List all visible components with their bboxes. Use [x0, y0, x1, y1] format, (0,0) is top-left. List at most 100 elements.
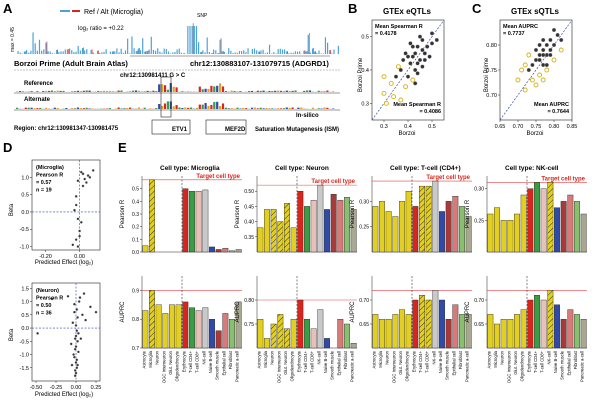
- logo-letter: [207, 88, 210, 92]
- logo-letter: [253, 107, 256, 109]
- panel-e-bars: Cell type: Microglia 0.0 0.1 0.2 0.3 0.4 0.5 Pe…: [120, 165, 587, 383]
- logo-letter: [285, 107, 288, 109]
- y-axis-label: Pearson R: [235, 199, 241, 228]
- bar: [229, 250, 235, 253]
- bar: [527, 299, 534, 349]
- scatter-point: [81, 184, 85, 188]
- x-tick-label: 0.80: [549, 124, 560, 130]
- bar: [379, 201, 385, 253]
- y-tick-label: 0.3: [361, 101, 369, 107]
- category-label: Erythrocyte: [181, 350, 186, 372]
- bar: [432, 180, 439, 253]
- bar: [270, 323, 277, 349]
- bar: [425, 299, 432, 349]
- category-label: NK-cell: [431, 351, 436, 365]
- scatter-point: [408, 41, 413, 46]
- scatter-point: [76, 331, 80, 335]
- y-tick-label: 0.30: [359, 199, 369, 205]
- bar: [337, 319, 344, 349]
- category-label: Epithelial cell: [451, 351, 456, 376]
- motif-etv1: ETV1: [172, 127, 188, 133]
- category-label: Epithelial cell: [336, 351, 341, 376]
- snp-label: SNP: [197, 13, 208, 19]
- logo-letter: [129, 91, 132, 92]
- cell-type-title: Cell type: Neuron: [275, 165, 329, 172]
- logo-letter: [74, 91, 77, 92]
- scatter-point-highlight: [558, 47, 564, 53]
- category-label: Oligodendrocyte: [175, 350, 180, 381]
- bar: [405, 190, 412, 253]
- scatter-point: [71, 321, 75, 325]
- category-label: Glut. Neuron: [398, 350, 403, 374]
- scatter-point: [86, 174, 90, 178]
- scatter-point-highlight: [540, 77, 546, 83]
- logo-letter: [181, 91, 184, 92]
- y-axis-label: Pearson R: [465, 199, 471, 228]
- logo-letter: [271, 108, 274, 109]
- logo-letter: [24, 107, 27, 109]
- scatter-point: [82, 292, 86, 296]
- scatter-point: [84, 318, 88, 322]
- category-label: T-cell CD8+: [310, 350, 315, 373]
- scatter-point: [526, 67, 531, 73]
- stat-top: Mean AUPRC: [503, 24, 538, 30]
- legend-line: (Neuron): [36, 288, 59, 294]
- category-label: Oligodendrocyte: [290, 350, 295, 381]
- category-label: Naive B-cell: [208, 351, 213, 373]
- scatter-point: [398, 67, 403, 73]
- category-label: Erythrocyte: [526, 350, 531, 372]
- category-label: Astrocyte: [371, 350, 376, 368]
- logo-letter: [213, 102, 216, 109]
- scatter-point: [422, 57, 427, 63]
- bar: [520, 309, 527, 349]
- bar: [419, 295, 425, 349]
- logo-letter: [143, 107, 146, 109]
- x-tick-label: 0.65: [495, 124, 506, 130]
- category-label: Naive B-cell: [323, 351, 328, 373]
- category-label: Pancreatic a-cell: [580, 351, 585, 382]
- category-label: NK-cell: [546, 351, 551, 365]
- panel-label-c: C: [472, 1, 482, 16]
- logo-letter: [262, 90, 265, 92]
- scatter-point: [533, 47, 539, 53]
- bar: [277, 221, 284, 253]
- bar: [425, 185, 432, 253]
- scatter-point: [88, 175, 92, 179]
- bar: [405, 314, 412, 349]
- bar: [385, 319, 392, 349]
- scatter-point: [75, 366, 79, 370]
- y-tick-label: 0.75: [486, 68, 497, 74]
- bar: [432, 290, 439, 349]
- scatter-point: [74, 194, 78, 198]
- bar: [257, 319, 264, 349]
- bar: [330, 194, 337, 253]
- category-label: Epithelial cell: [566, 351, 571, 376]
- category-label: OGC Interneuron: [161, 350, 166, 383]
- bar: [209, 319, 215, 349]
- coverage-track: [17, 23, 339, 54]
- scatter-point: [537, 52, 542, 58]
- bar: [379, 319, 385, 349]
- scatter-point: [73, 337, 77, 341]
- category-label: Pancreatic a-cell: [350, 351, 355, 382]
- logo-letter: [108, 108, 111, 109]
- x-tick-label: -0.20: [39, 254, 52, 260]
- scatter-point: [537, 57, 542, 63]
- logo-letter: [30, 91, 33, 92]
- y-tick-label: 0.0: [132, 250, 139, 256]
- logo-letter: [271, 91, 274, 92]
- logo-letter: [317, 108, 320, 109]
- bar: [534, 295, 540, 349]
- scatter-point: [427, 54, 432, 59]
- category-label: Smooth muscle: [560, 350, 565, 380]
- bar: [310, 200, 317, 253]
- logo-letter: [172, 106, 175, 109]
- scatter-point: [71, 243, 75, 247]
- bar: [304, 319, 310, 349]
- bar: [229, 319, 235, 349]
- logo-letter: [129, 107, 132, 109]
- panel-d-neuron: Predicted Effect (log₂) Beta -0.50 -0.25 0…: [9, 282, 101, 398]
- logo-letter: [132, 90, 135, 92]
- bar: [142, 310, 149, 349]
- category-label: T-cell CD4+: [188, 350, 193, 373]
